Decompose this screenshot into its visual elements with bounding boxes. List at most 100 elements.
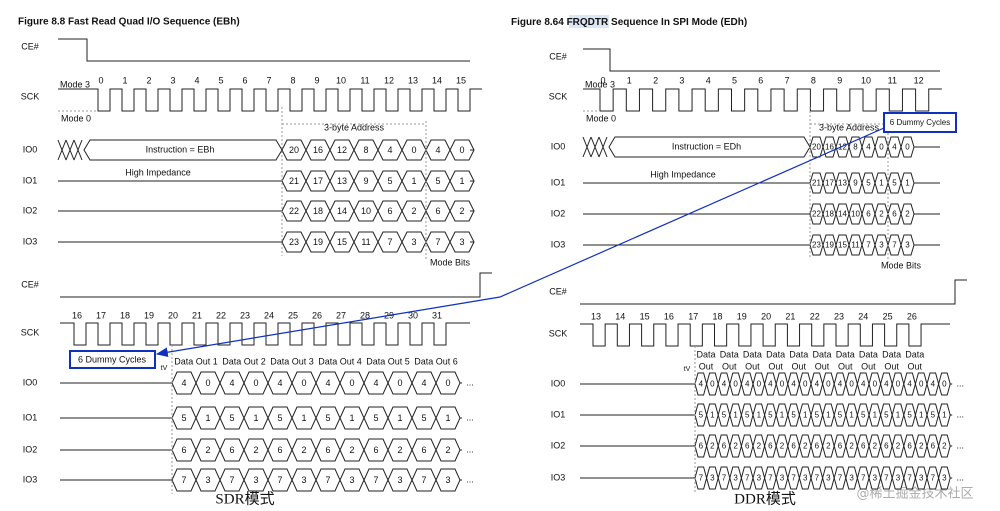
tv-label: tV [684, 366, 691, 373]
bit-label: 2 [301, 445, 306, 455]
bit-label: 17 [313, 176, 323, 186]
data-out-label: Out [792, 361, 807, 371]
signal-label: IO0 [551, 378, 566, 388]
bit-label: 5 [866, 179, 871, 188]
bit-label: 11 [851, 241, 860, 250]
clock-number: 10 [861, 75, 871, 85]
signal-label: IO2 [23, 444, 38, 454]
ce-wave [583, 48, 940, 72]
bit-label: 6 [892, 210, 897, 219]
bit-label: 7 [768, 474, 773, 483]
more-label: ... [466, 412, 474, 422]
clock-number: 15 [456, 75, 466, 85]
clock-number: 15 [640, 311, 650, 321]
clock-number: 5 [218, 75, 223, 85]
data-out-label: Data Out 4 [318, 356, 362, 366]
clock-number: 2 [146, 75, 151, 85]
clock-number: 3 [170, 75, 175, 85]
instruction-label: Instruction = EDh [672, 141, 741, 151]
bit-label: 7 [745, 474, 750, 483]
bit-label: 2 [459, 206, 464, 216]
bit-label: 4 [815, 380, 820, 389]
clock-wave [60, 322, 470, 346]
bit-label: 20 [289, 145, 299, 155]
bit-label: 3 [826, 474, 831, 483]
bit-label: 23 [289, 237, 299, 247]
bit-label: 4 [435, 145, 440, 155]
clock-number: 19 [737, 311, 747, 321]
bit-label: 4 [229, 378, 234, 388]
signal-label: SCK [549, 328, 568, 338]
signal-line [58, 180, 282, 243]
bit-label: 6 [768, 442, 773, 451]
bit-label: 4 [861, 380, 866, 389]
bit-label: 0 [397, 378, 402, 388]
bit-label: 1 [253, 413, 258, 423]
bit-label: 6 [722, 442, 727, 451]
bit-label: 2 [849, 442, 854, 451]
clock-number: 4 [706, 75, 711, 85]
tv-label: tV [161, 365, 168, 372]
clock-number: 9 [837, 75, 842, 85]
bit-label: 6 [866, 210, 871, 219]
bit-label: 5 [722, 411, 727, 420]
signal-label: CE# [549, 51, 567, 61]
bit-label: 14 [838, 210, 847, 219]
clock-number: 28 [360, 310, 370, 320]
bit-label: 4 [181, 378, 186, 388]
bit-label: 3 [803, 474, 808, 483]
bit-label: 18 [825, 210, 834, 219]
signal-label: SCK [21, 327, 40, 337]
bit-label: 0 [780, 380, 785, 389]
bit-label: 3 [919, 474, 924, 483]
bit-label: 4 [277, 378, 282, 388]
clock-number: 24 [264, 310, 274, 320]
bit-label: 0 [459, 145, 464, 155]
clock-number: 27 [336, 310, 346, 320]
bit-label: 1 [896, 411, 901, 420]
bit-label: 2 [942, 442, 947, 451]
clock-number: 25 [288, 310, 298, 320]
clock-number: 30 [408, 310, 418, 320]
clock-number: 2 [653, 75, 658, 85]
clock-number: 8 [290, 75, 295, 85]
bit-label: 5 [181, 413, 186, 423]
bit-label: 1 [301, 413, 306, 423]
bit-label: 14 [337, 206, 347, 216]
clock-number: 11 [360, 75, 369, 85]
bit-label: 2 [445, 445, 450, 455]
bit-label: 6 [745, 442, 750, 451]
clock-number: 6 [242, 75, 247, 85]
bit-label: 5 [907, 411, 912, 420]
clock-number: 16 [72, 310, 82, 320]
clock-number: 23 [240, 310, 250, 320]
data-out-label: Data [743, 349, 762, 359]
bit-label: 0 [942, 380, 947, 389]
mode-label: Mode 0 [61, 113, 91, 123]
title-part: FRQDTR [567, 17, 609, 28]
ce-wave [580, 279, 967, 305]
bit-label: 6 [181, 445, 186, 455]
signal-label: IO3 [551, 472, 566, 482]
bit-label: 1 [710, 411, 715, 420]
clock-number: 1 [122, 75, 127, 85]
bit-label: 7 [892, 241, 897, 250]
bit-label: 2 [896, 442, 901, 451]
bit-label: 13 [838, 179, 847, 188]
bit-label: 1 [459, 176, 464, 186]
caption: SDR模式 [215, 490, 274, 507]
bit-label: 5 [435, 176, 440, 186]
left-title: Figure 8.8 Fast Read Quad I/O Sequence (… [18, 17, 240, 28]
clock-number: 23 [834, 311, 844, 321]
bit-label: 3 [205, 475, 210, 485]
bit-label: 18 [313, 206, 323, 216]
link-arrow [155, 127, 885, 357]
bit-label: 3 [253, 475, 258, 485]
signal-line [583, 182, 810, 246]
bit-label: 0 [757, 380, 762, 389]
bit-label: 10 [361, 206, 371, 216]
data-out-label: Data [789, 349, 808, 359]
bit-label: 13 [337, 176, 347, 186]
clock-number: 7 [266, 75, 271, 85]
bit-label: 8 [363, 145, 368, 155]
